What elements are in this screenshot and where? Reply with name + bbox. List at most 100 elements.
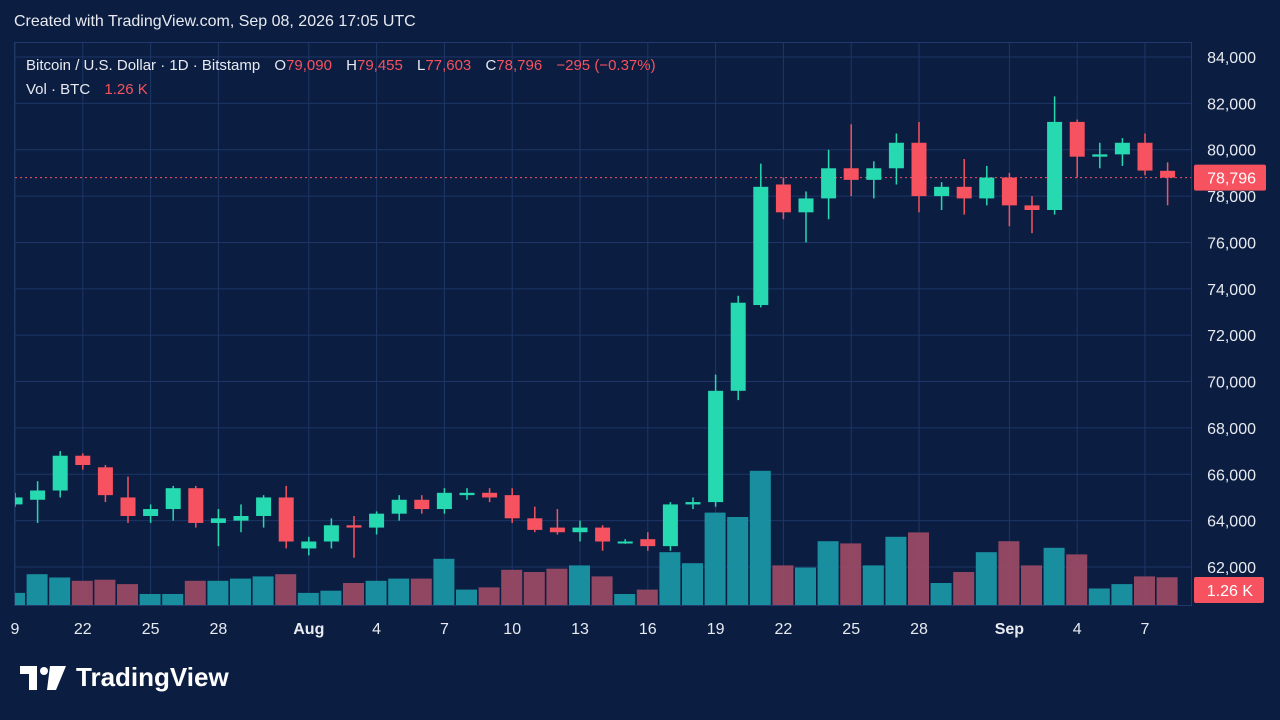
volume-bar bbox=[139, 594, 161, 605]
candle bbox=[1137, 133, 1153, 176]
candle-body bbox=[866, 168, 882, 180]
legend-symbol[interactable]: Bitcoin / U.S. Dollar · 1D · Bitstamp bbox=[26, 57, 261, 74]
volume-bar bbox=[546, 568, 568, 605]
volume-bar bbox=[1156, 577, 1178, 605]
candle-body bbox=[323, 525, 339, 542]
volume-bar bbox=[727, 517, 749, 605]
candle bbox=[527, 506, 543, 533]
volume-bar bbox=[682, 563, 703, 605]
volume-bar bbox=[297, 592, 319, 605]
candle bbox=[436, 488, 452, 514]
legend-volume-label[interactable]: Vol · BTC bbox=[26, 81, 91, 98]
candle-body bbox=[346, 525, 362, 528]
candle-body bbox=[75, 455, 91, 465]
candle bbox=[1047, 96, 1063, 215]
volume-bar bbox=[1111, 584, 1133, 605]
candle bbox=[1069, 119, 1085, 178]
legend-close-value: 78,796 bbox=[496, 57, 543, 74]
last-volume-badge bbox=[1194, 577, 1264, 603]
price-tick-label: 80,000 bbox=[1207, 143, 1256, 160]
candle bbox=[956, 159, 972, 215]
time-tick-label: 25 bbox=[142, 621, 160, 638]
candle bbox=[595, 525, 611, 551]
candle-body bbox=[662, 504, 678, 547]
volume-bar bbox=[591, 576, 613, 605]
volume-bar bbox=[659, 552, 681, 605]
price-tick-label: 76,000 bbox=[1207, 235, 1256, 252]
price-tick-label: 78,000 bbox=[1207, 189, 1256, 206]
time-tick-label: 7 bbox=[440, 621, 449, 638]
candle-body bbox=[256, 497, 272, 516]
volume-bar bbox=[320, 590, 342, 605]
volume-bar bbox=[795, 567, 816, 605]
candle-body bbox=[843, 168, 859, 180]
volume-bar bbox=[1088, 588, 1110, 605]
candle bbox=[459, 488, 475, 500]
tradingview-brand[interactable]: TradingView bbox=[20, 662, 229, 693]
price-tick-label: 74,000 bbox=[1207, 282, 1256, 299]
candle bbox=[52, 451, 68, 498]
candle-body bbox=[1024, 205, 1040, 210]
legend-price-row: Bitcoin / U.S. Dollar · 1D · Bitstamp O7… bbox=[26, 54, 656, 78]
time-tick-label: 9 bbox=[11, 621, 20, 638]
candle-body bbox=[233, 516, 249, 521]
candle bbox=[640, 532, 656, 551]
candle-body bbox=[391, 499, 407, 514]
price-tick-label: 68,000 bbox=[1207, 421, 1256, 438]
volume-bar bbox=[975, 552, 997, 605]
candle bbox=[97, 465, 113, 503]
candle-body bbox=[798, 198, 814, 213]
volume-bar bbox=[15, 592, 25, 605]
candle-body bbox=[1047, 121, 1063, 210]
candle-body bbox=[640, 539, 656, 547]
volume-bar bbox=[953, 572, 975, 605]
candle-body bbox=[956, 186, 972, 199]
volume-bar bbox=[1134, 576, 1155, 605]
volume-bar bbox=[94, 579, 116, 605]
candle-body bbox=[459, 492, 475, 496]
candle bbox=[504, 488, 520, 523]
brand-name: TradingView bbox=[76, 662, 229, 692]
candle-body bbox=[617, 541, 633, 544]
time-tick-label: 22 bbox=[74, 621, 92, 638]
candle bbox=[210, 509, 226, 547]
candle-body bbox=[165, 488, 181, 510]
volume-bar bbox=[772, 565, 794, 605]
time-tick-label: 4 bbox=[1073, 621, 1082, 638]
time-tick-label: 16 bbox=[639, 621, 657, 638]
legend-volume-value: 1.26 K bbox=[104, 81, 148, 98]
candle bbox=[143, 504, 159, 523]
candle-body bbox=[301, 541, 317, 549]
candle-body bbox=[210, 518, 226, 523]
candle-body bbox=[888, 142, 904, 169]
volume-bar bbox=[930, 583, 952, 605]
candle-body bbox=[30, 490, 46, 500]
legend-open-value: 79,090 bbox=[286, 57, 332, 74]
candle-body bbox=[1160, 170, 1176, 178]
price-tick-label: 72,000 bbox=[1207, 328, 1256, 345]
time-tick-label: 13 bbox=[571, 621, 589, 638]
time-tick-label: Aug bbox=[293, 621, 324, 638]
candle bbox=[391, 495, 407, 521]
volume-bar bbox=[749, 470, 771, 605]
price-tick-label: 62,000 bbox=[1207, 560, 1256, 577]
candle bbox=[753, 163, 769, 308]
volume-bar bbox=[184, 580, 206, 605]
candle bbox=[30, 481, 46, 523]
volume-bar bbox=[1021, 565, 1042, 605]
candle-body bbox=[143, 509, 159, 516]
volume-bar bbox=[252, 576, 274, 605]
candle-body bbox=[1114, 142, 1130, 155]
candle bbox=[798, 191, 814, 243]
candle bbox=[256, 495, 272, 528]
candle bbox=[482, 488, 498, 503]
volume-bar bbox=[26, 574, 48, 605]
candle-body bbox=[911, 142, 927, 197]
time-tick-label: 28 bbox=[910, 621, 928, 638]
candle bbox=[549, 509, 565, 535]
last-volume-label: 1.26 K bbox=[1207, 583, 1254, 600]
candle bbox=[75, 453, 91, 470]
candle bbox=[1092, 142, 1108, 169]
candle-body bbox=[549, 527, 565, 533]
